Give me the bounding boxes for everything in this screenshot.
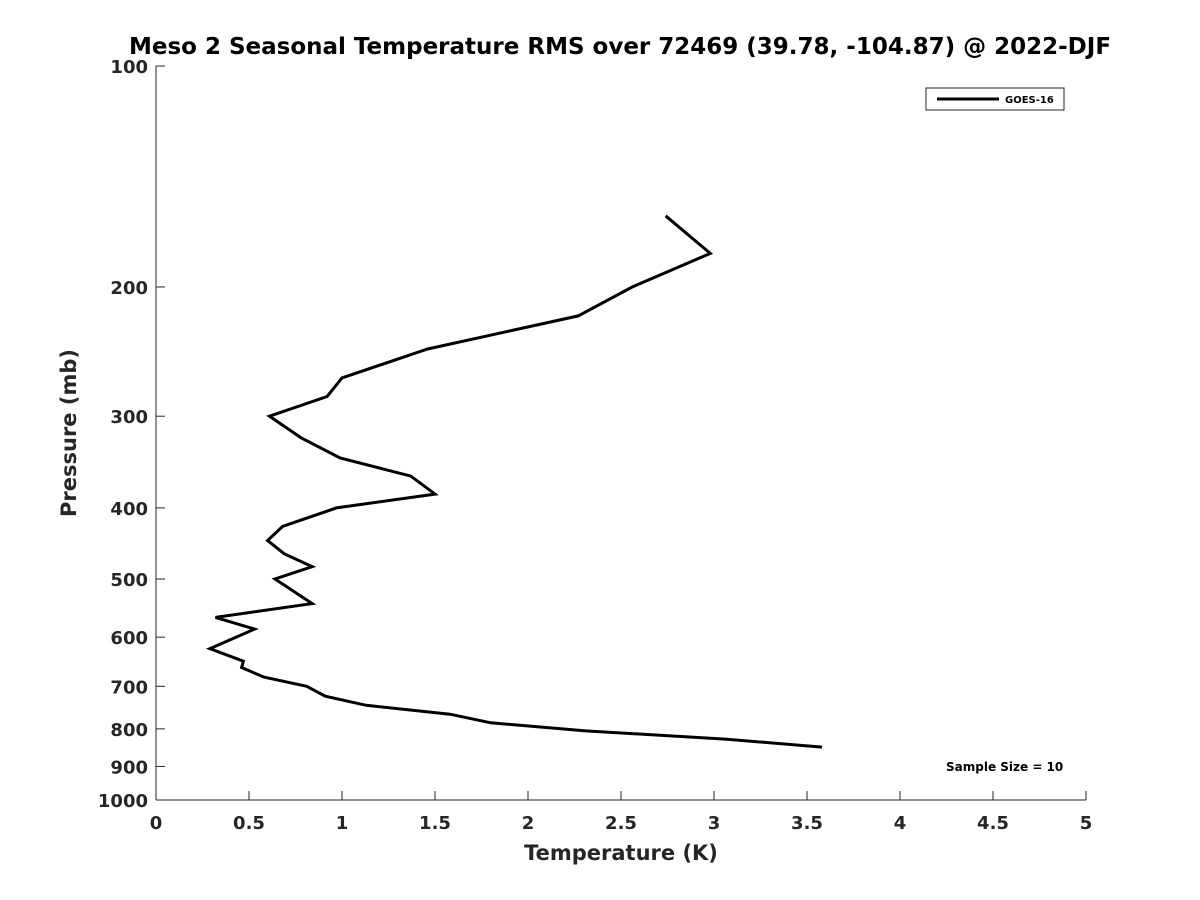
series-line-goes-16 — [205, 214, 823, 749]
legend: GOES-16 — [925, 87, 1065, 111]
x-tick-label: 2.5 — [605, 813, 637, 834]
x-tick-label: 5 — [1080, 813, 1093, 834]
x-tick-label: 0.5 — [233, 813, 265, 834]
y-tick-label: 900 — [110, 757, 148, 778]
y-axis-label: Pressure (mb) — [57, 349, 81, 517]
legend-label: GOES-16 — [1005, 95, 1054, 106]
x-axis-label: Temperature (K) — [524, 841, 718, 865]
chart-title: Meso 2 Seasonal Temperature RMS over 724… — [129, 34, 1111, 60]
y-tick-label: 1000 — [98, 791, 148, 812]
y-tick-label: 800 — [110, 720, 148, 741]
x-tick-label: 2 — [522, 813, 535, 834]
x-ticks: 0 0.5 1 1.5 2 2.5 3 3.5 4 4.5 5 — [150, 791, 1093, 834]
y-tick-label: 200 — [110, 278, 148, 299]
y-tick-label: 400 — [110, 499, 148, 520]
x-tick-label: 3 — [708, 813, 721, 834]
y-tick-label: 600 — [110, 628, 148, 649]
y-tick-label: 500 — [110, 570, 148, 591]
x-tick-label: 1.5 — [419, 813, 451, 834]
series-layer — [205, 214, 823, 749]
x-tick-label: 0 — [150, 813, 163, 834]
y-ticks: 100 200 300 400 500 600 700 800 900 1000 — [98, 57, 165, 812]
sample-size-annotation: Sample Size = 10 — [946, 760, 1063, 774]
x-tick-label: 3.5 — [791, 813, 823, 834]
x-tick-label: 1 — [336, 813, 349, 834]
x-tick-label: 4 — [894, 813, 907, 834]
x-tick-label: 4.5 — [977, 813, 1009, 834]
y-tick-label: 300 — [110, 407, 148, 428]
y-tick-label: 100 — [110, 57, 148, 78]
y-tick-label: 700 — [110, 677, 148, 698]
